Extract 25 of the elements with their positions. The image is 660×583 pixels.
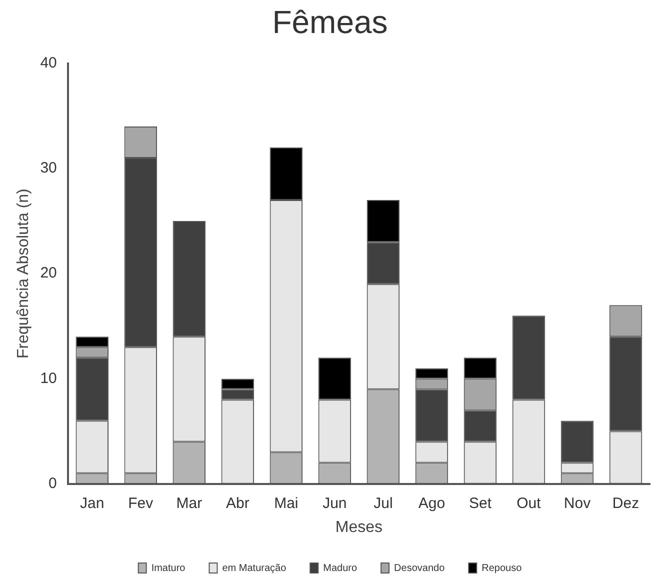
x-tick-label: Ago	[418, 494, 446, 512]
chart-title: Fêmeas	[272, 4, 388, 40]
x-tick-label: Jul	[374, 494, 393, 512]
x-tick-label: Out	[516, 494, 542, 512]
x-tick-label: Mar	[176, 494, 202, 512]
legend-label: Maduro	[323, 562, 358, 574]
legend-label: em Maturação	[222, 562, 287, 574]
legend-label: Repouso	[482, 562, 522, 574]
legend-label: Imaturo	[151, 562, 186, 574]
y-tick-label: 40	[40, 54, 57, 72]
x-tick-label: Fev	[128, 494, 154, 512]
x-axis-title: Meses	[335, 518, 383, 536]
y-tick-label: 20	[40, 264, 57, 282]
x-tick-label: Mai	[274, 494, 298, 512]
x-tick-label: Dez	[612, 494, 640, 512]
y-tick-label: 0	[48, 474, 57, 492]
y-axis-title: Frequência Absoluta (n)	[15, 188, 32, 359]
x-tick-label: Abr	[226, 494, 250, 512]
legend-label: Desovando	[394, 562, 446, 574]
x-tick-label: Set	[468, 494, 492, 512]
x-tick-label: Jun	[322, 494, 347, 512]
y-tick-label: 10	[40, 370, 57, 387]
y-tick-label: 30	[40, 160, 57, 177]
x-tick-label: Nov	[564, 494, 592, 512]
x-tick-label: Jan	[80, 494, 104, 512]
